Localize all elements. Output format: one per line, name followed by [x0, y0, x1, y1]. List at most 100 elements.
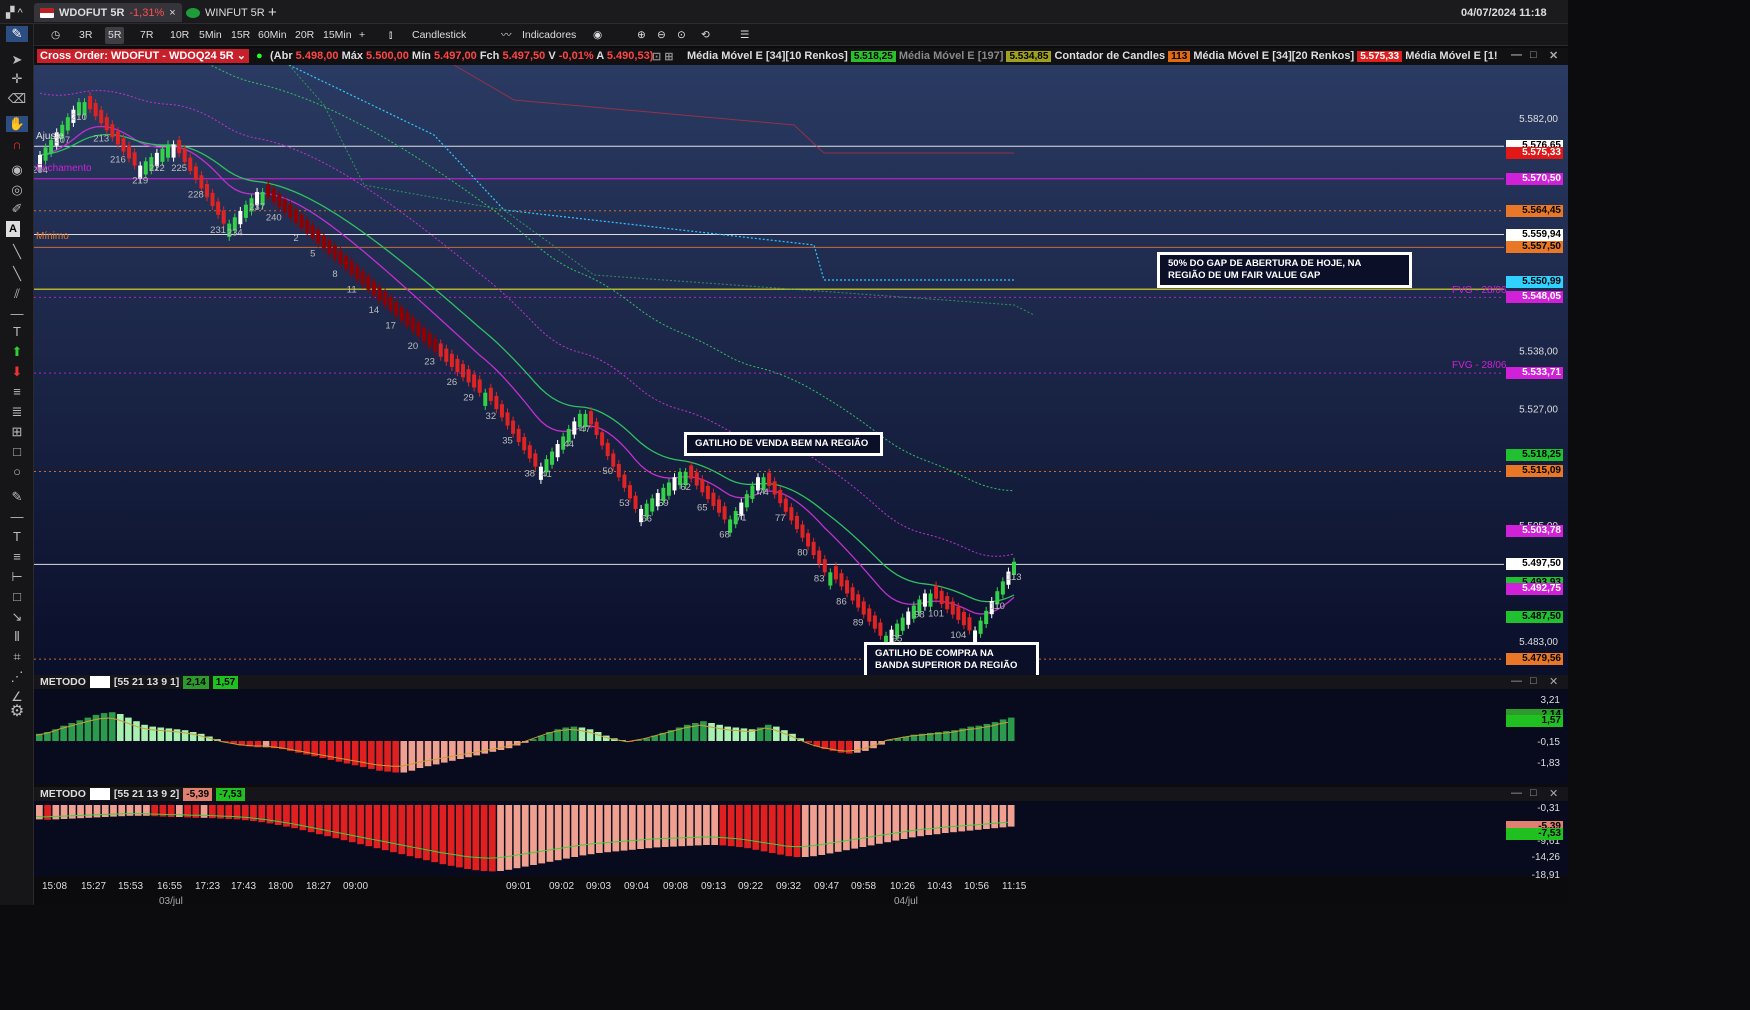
eraser-icon[interactable]: ⌫ [7, 91, 27, 106]
minimize-icon[interactable]: — [1511, 675, 1522, 687]
arrow-up-icon[interactable]: ⬆ [11, 344, 23, 359]
histogram-bar [505, 805, 513, 870]
tab-wdofut[interactable]: WDOFUT 5R -1,31% × [34, 3, 182, 22]
close-window-icon[interactable]: ✕ [1549, 50, 1559, 62]
text-icon[interactable]: T [13, 324, 21, 339]
gap-annotation[interactable]: 50% DO GAP DE ABERTURA DE HOJE, NA REGIÃ… [1157, 252, 1412, 288]
line-tool-icon[interactable]: — [10, 509, 24, 524]
candle-body [349, 261, 354, 275]
chart-toolbar: ◷ 3R 5R 7R 10R 5Min 15R 60Min 20R 15Min … [34, 24, 1568, 46]
minimize-icon[interactable]: — [1511, 787, 1522, 799]
zoom-in-icon[interactable]: ⊕ [637, 29, 646, 41]
bars-icon[interactable]: ⦀ [14, 629, 20, 644]
text-a-icon[interactable]: A [6, 221, 20, 237]
histogram-bar [181, 730, 189, 741]
period-10r[interactable]: 10R [170, 29, 190, 41]
candle-body [193, 166, 198, 180]
hand-icon[interactable]: ✋ [6, 116, 28, 132]
add-period-button[interactable]: + [359, 29, 366, 41]
cross-order-selector[interactable]: Cross Order: WDOFUT - WDOQ24 5R ⌄ [37, 49, 250, 63]
clock-icon[interactable]: ◷ [51, 29, 61, 41]
close-icon[interactable]: ✕ [1549, 676, 1559, 688]
candle-number: 26 [447, 377, 458, 388]
gear-icon[interactable]: ⚙ [9, 703, 25, 720]
histogram-bar [118, 805, 126, 817]
target-icon[interactable]: ◎ [11, 182, 23, 197]
period-3r[interactable]: 3R [79, 29, 93, 41]
app-menu-icon[interactable]: ▞ ^ [6, 7, 23, 19]
candlestick-icon[interactable]: ⫾ [389, 29, 393, 41]
draw-icon[interactable]: ✐ [11, 201, 23, 216]
zoom-fit-icon[interactable]: ⊙ [677, 29, 686, 41]
grid-icon[interactable]: ⊞ [11, 424, 23, 439]
maximize-icon[interactable]: □ [1530, 49, 1537, 61]
tab-winfut[interactable]: WINFUT 5R [180, 3, 271, 22]
candle-body [811, 541, 816, 556]
panel-value-2: 1,57 [212, 675, 239, 689]
info-buttons-icon[interactable]: ⊡ ⊞ [652, 51, 674, 63]
period-5r[interactable]: 5R [105, 27, 125, 44]
arrow-down-icon[interactable]: ⬇ [11, 364, 23, 379]
p2-label-2: -7,53 [1506, 828, 1563, 840]
histogram-bar [84, 717, 92, 741]
histogram-bar [999, 719, 1007, 741]
eye-icon[interactable]: ◉ [11, 162, 23, 177]
period-15min[interactable]: 15Min [323, 29, 352, 41]
line-icon[interactable]: ╲ [13, 244, 21, 259]
eye-toggle-icon[interactable]: ◉ [593, 29, 603, 41]
maximize-icon[interactable]: □ [1530, 675, 1537, 687]
buy-trigger-annotation[interactable]: GATILHO DE COMPRA NA BANDA SUPERIOR DA R… [864, 642, 1039, 678]
sell-trigger-annotation[interactable]: GATILHO DE VENDA BEM NA REGIÃO [684, 432, 883, 456]
crosshair-icon[interactable]: ✛ [11, 71, 23, 86]
close-icon[interactable]: × [169, 6, 176, 19]
brush-icon[interactable]: ✎ [11, 489, 23, 504]
candlestick-button[interactable]: Candlestick [412, 29, 467, 41]
period-7r[interactable]: 7R [140, 29, 154, 41]
angle-icon[interactable]: ∠ [11, 689, 23, 704]
measure-icon[interactable]: ⊢ [11, 569, 23, 584]
hline-icon[interactable]: — [10, 306, 24, 321]
ema-magenta-dotted [39, 90, 1015, 557]
box-icon[interactable]: □ [13, 589, 21, 604]
time-tick: 09:32 [776, 881, 802, 892]
magnet-icon[interactable]: ∩ [12, 137, 22, 152]
circle-icon[interactable]: ○ [13, 464, 21, 479]
candle-body [833, 566, 838, 580]
histogram-bar [943, 731, 950, 741]
candle-body [889, 629, 894, 643]
period-60min[interactable]: 60Min [258, 29, 287, 41]
ray-icon[interactable]: ╲ [13, 266, 21, 281]
maximize-icon[interactable]: □ [1530, 787, 1537, 799]
signal-line [35, 717, 1008, 767]
cursor-icon[interactable]: ➤ [11, 52, 23, 67]
ruler-icon[interactable]: ↘ [11, 609, 23, 624]
minimize-icon[interactable]: — [1511, 49, 1522, 61]
settings-sliders-icon[interactable]: ☰ [740, 29, 750, 41]
close-icon[interactable]: ✕ [1549, 788, 1559, 800]
channel-icon[interactable]: ⫽ [14, 286, 20, 301]
add-tab-button[interactable]: + [268, 4, 277, 21]
time-axis[interactable]: -18,91 15:08 15:27 15:53 16:55 17:23 17:43 18:… [34, 870, 1568, 907]
fibonacci-icon[interactable]: ≡ [13, 384, 21, 399]
lines-icon[interactable]: ≡ [13, 549, 21, 564]
period-15r[interactable]: 15R [231, 29, 251, 41]
pattern-icon[interactable]: ⋰ [10, 669, 24, 684]
rectangle-icon[interactable]: □ [13, 444, 21, 459]
period-20r[interactable]: 20R [295, 29, 315, 41]
histogram-bar [250, 805, 257, 821]
histogram-bar [68, 723, 75, 741]
fibo-p-icon[interactable]: ≣ [11, 404, 23, 419]
time-tick: 10:56 [964, 881, 990, 892]
reset-icon[interactable]: ⟲ [701, 29, 710, 41]
histogram-bar [643, 738, 651, 741]
period-5min[interactable]: 5Min [199, 29, 222, 41]
indicators-icon[interactable]: 〰 [501, 29, 512, 41]
zoom-out-icon[interactable]: ⊖ [657, 29, 666, 41]
indicators-button[interactable]: Indicadores [522, 29, 577, 41]
text-tool-icon[interactable]: T [13, 529, 21, 544]
pencil-icon[interactable]: ✎ [6, 26, 28, 42]
nodes-icon[interactable]: ⌗ [13, 649, 21, 664]
histogram-bar [870, 741, 877, 749]
candle-body [683, 471, 688, 486]
